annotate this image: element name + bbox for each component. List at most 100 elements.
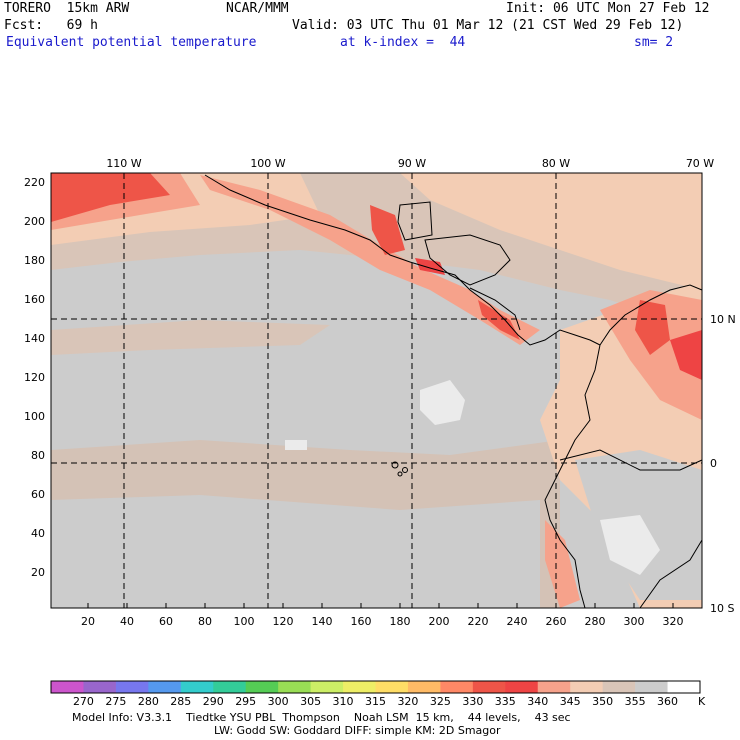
x-tick: 200: [429, 615, 450, 628]
lon-label-100w: 100 W: [250, 157, 285, 170]
colorbar: [51, 681, 701, 693]
colorbar-label: 335: [495, 695, 516, 708]
colombia-salmon: [600, 290, 702, 420]
y-tick: 140: [24, 332, 45, 345]
footer-model-info: Model Info: V3.3.1 Tiedtke YSU PBL Thomp…: [72, 711, 571, 724]
colorbar-frame: [50, 680, 701, 694]
x-tick: 80: [198, 615, 212, 628]
x-tick: 20: [81, 615, 95, 628]
colorbar-label: 295: [235, 695, 256, 708]
lon-label-70w: 70 W: [686, 157, 714, 170]
colorbar-unit: K: [698, 695, 706, 708]
mid-tan-band: [51, 320, 330, 355]
colorbar-label: 305: [300, 695, 321, 708]
colorbar-swatch: [667, 681, 701, 693]
valid-time: Valid: 03 UTC Thu 01 Mar 12 (21 CST Wed …: [292, 18, 684, 33]
colorbar-label: 280: [138, 695, 159, 708]
colorbar-swatch: [570, 681, 604, 693]
field-shading: [51, 173, 702, 608]
y-tick: 160: [24, 293, 45, 306]
x-tick: 280: [585, 615, 606, 628]
central-america-salmon: [200, 175, 540, 345]
x-tick: 100: [234, 615, 255, 628]
y-tick: 180: [24, 254, 45, 267]
colorbar-label: 310: [333, 695, 354, 708]
field-name: Equivalent potential temperature: [6, 35, 257, 50]
y-tick: 60: [31, 488, 45, 501]
colorbar-swatch: [51, 681, 84, 693]
colorbar-label: 285: [170, 695, 191, 708]
axis-ticks: [87, 603, 674, 608]
colorbar-label: 360: [657, 695, 678, 708]
colorbar-label: 290: [203, 695, 224, 708]
colorbar-label: 340: [527, 695, 548, 708]
nw-red: [51, 173, 170, 222]
y-tick: 40: [31, 527, 45, 540]
colorbar-swatch: [278, 681, 312, 693]
amazon-white: [600, 515, 660, 575]
colorbar-swatch: [83, 681, 117, 693]
colorbar-swatch: [472, 681, 506, 693]
y-tick: 100: [24, 410, 45, 423]
colorbar-swatch: [148, 681, 182, 693]
colorbar-swatch: [602, 681, 636, 693]
guatemala-red: [370, 205, 405, 255]
galapagos-islands: [391, 461, 408, 477]
smoothing-info: sm= 2: [634, 35, 674, 50]
lat-label-0: 0: [710, 457, 717, 470]
north-peach-band: [51, 173, 702, 290]
costa-rica-red: [478, 300, 520, 340]
colorbar-swatch: [505, 681, 539, 693]
colorbar-label: 275: [105, 695, 126, 708]
colorbar-swatch: [343, 681, 376, 693]
colorbar-label: 330: [462, 695, 483, 708]
lon-label-80w: 80 W: [542, 157, 570, 170]
colorbar-label: 350: [592, 695, 613, 708]
ocean-white-patch: [420, 380, 465, 425]
y-tick: 20: [31, 566, 45, 579]
colorbar-swatch: [213, 681, 247, 693]
x-tick: 180: [390, 615, 411, 628]
colorbar-label: 315: [365, 695, 386, 708]
colorbar-label: 320: [397, 695, 418, 708]
colorbar-swatch: [245, 681, 279, 693]
y-tick: 80: [31, 449, 45, 462]
map-frame: [50, 172, 703, 609]
x-tick: 160: [351, 615, 372, 628]
el-salvador-red: [415, 258, 445, 275]
model-name: TORERO 15km ARW: [4, 1, 130, 16]
colorbar-label: 325: [430, 695, 451, 708]
colorbar-labels: 270 275 280 285 290 295 300 305 310 315 320 325 330 3…: [73, 695, 678, 708]
venezuela-red: [670, 330, 702, 380]
colorbar-label: 270: [73, 695, 94, 708]
init-time: Init: 06 UTC Mon 27 Feb 12: [506, 1, 710, 16]
x-tick: 40: [120, 615, 134, 628]
ocean-white-patch-2: [285, 440, 307, 450]
y-tick: 120: [24, 371, 45, 384]
lat-label-10n: 10 N: [710, 313, 736, 326]
lat-label-10s: 10 S: [710, 602, 734, 615]
peru-coast-salmon: [545, 520, 580, 608]
colorbar-label: 345: [560, 695, 581, 708]
colorbar-swatch: [375, 681, 409, 693]
colombia-red: [635, 300, 670, 355]
colorbar-swatch: [407, 681, 441, 693]
colorbar-swatch: [635, 681, 669, 693]
lon-label-110w: 110 W: [106, 157, 141, 170]
colorbar-swatch: [537, 681, 571, 693]
lon-label-90w: 90 W: [398, 157, 426, 170]
forecast-hour: Fcst: 69 h: [4, 18, 98, 33]
colorbar-swatch: [310, 681, 344, 693]
x-tick: 120: [273, 615, 294, 628]
lat-lon-grid: [51, 173, 702, 608]
colorbar-swatch: [115, 681, 149, 693]
south-gray-band: [51, 495, 540, 608]
x-tick: 220: [468, 615, 489, 628]
colorbar-label: 300: [268, 695, 289, 708]
colorbar-swatch: [440, 681, 474, 693]
coastlines: [204, 174, 703, 609]
x-tick: 240: [507, 615, 528, 628]
colorbar-label: 355: [625, 695, 646, 708]
x-tick: 320: [663, 615, 684, 628]
